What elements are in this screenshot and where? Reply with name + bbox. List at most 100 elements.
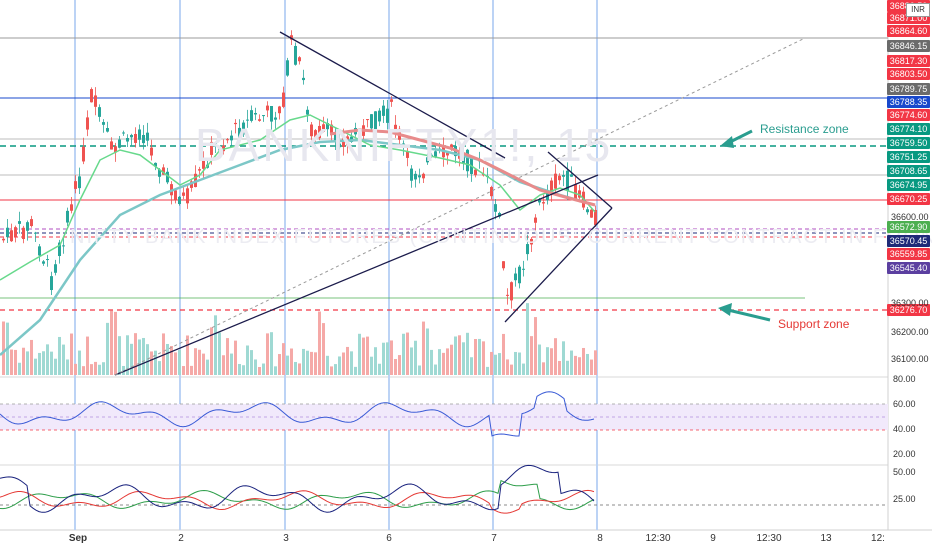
volume-bar [210, 327, 213, 375]
volume-bar [234, 340, 237, 375]
candle-body [370, 114, 373, 129]
price-tag: 36803.50 [887, 68, 930, 80]
candle-body [106, 128, 109, 132]
candle-body [50, 276, 53, 291]
candle-body [306, 109, 309, 115]
candle-body [594, 209, 597, 226]
candle-body [190, 181, 193, 188]
volume-bar [226, 338, 229, 375]
candle-body [34, 232, 37, 234]
candle-body [282, 92, 285, 107]
volume-bar [386, 342, 389, 375]
candle-body [390, 99, 393, 102]
volume-bar [18, 362, 21, 375]
volume-bar [230, 353, 233, 375]
volume-bar [290, 348, 293, 375]
price-tag: 36670.25 [887, 193, 930, 205]
rsi-line [0, 391, 595, 437]
symbol-watermark: BANKNIFTY1!, 15 [195, 119, 614, 171]
price-tag: 36864.60 [887, 25, 930, 37]
volume-bar [530, 336, 533, 375]
adx-axis-label: 25.00 [893, 494, 916, 504]
volume-bar [178, 350, 181, 375]
candle-body [38, 246, 41, 256]
volume-bar [110, 310, 113, 375]
candle-body [130, 134, 133, 138]
volume-bar [90, 364, 93, 375]
volume-bar [350, 351, 353, 375]
volume-bar [458, 335, 461, 375]
volume-bar [250, 350, 253, 375]
volume-bar [150, 351, 153, 375]
candle-body [526, 244, 529, 255]
volume-bar [42, 351, 45, 375]
candle-body [238, 127, 241, 139]
volume-bar [298, 363, 301, 375]
candle-body [258, 119, 261, 121]
volume-bar [522, 363, 525, 375]
price-tag: 36572.90 [887, 221, 930, 233]
candle-body [14, 227, 17, 237]
candle-body [74, 181, 77, 189]
candle-body [30, 219, 33, 227]
volume-bar [206, 359, 209, 375]
volume-bar [526, 303, 529, 375]
volume-bar [38, 352, 41, 375]
volume-bar [62, 344, 65, 375]
volume-bar [478, 338, 481, 375]
rsi-axis-label: 80.00 [893, 374, 916, 384]
volume-bar [10, 349, 13, 375]
candle-body [502, 261, 505, 269]
time-axis-label: Sep [68, 533, 88, 544]
candle-body [42, 261, 45, 264]
candle-body [266, 105, 269, 111]
volume-bar [414, 340, 417, 375]
volume-bar [506, 359, 509, 375]
volume-bar [310, 351, 313, 375]
price-tag: 36708.65 [887, 165, 930, 177]
volume-bar [398, 355, 401, 375]
time-axis-label: 6 [386, 533, 392, 544]
candle-body [62, 245, 65, 247]
time-axis-label: 13 [820, 533, 832, 544]
volume-bar [542, 362, 545, 375]
volume-bar [318, 311, 321, 375]
candle-body [426, 157, 429, 163]
volume-bar [302, 348, 305, 375]
time-axis-label: 3 [283, 533, 289, 544]
rsi-axis-label: 60.00 [893, 399, 916, 409]
rsi-axis-label: 20.00 [893, 449, 916, 459]
volume-bar [50, 351, 53, 375]
volume-bar [202, 353, 205, 375]
volume-bar [58, 336, 61, 375]
time-axis-label: 9 [710, 533, 716, 544]
volume-bar [586, 353, 589, 375]
volume-bar [94, 361, 97, 375]
volume-bar [446, 348, 449, 375]
candle-body [434, 151, 437, 157]
volume-bar [170, 346, 173, 375]
price-tag: 36759.50 [887, 137, 930, 149]
volume-bar [82, 366, 85, 375]
candle-body [126, 138, 129, 142]
volume-bar [98, 364, 101, 375]
volume-bar [518, 352, 521, 375]
candle-body [514, 273, 517, 281]
volume-bar [474, 339, 477, 375]
volume-bar [118, 336, 121, 375]
adx-axis-label: 50.00 [893, 467, 916, 477]
volume-bar [146, 344, 149, 375]
candle-body [490, 187, 493, 197]
volume-bar [314, 352, 317, 375]
volume-bar [242, 365, 245, 375]
dmi-minus-line [0, 489, 595, 514]
candle-body [182, 192, 185, 196]
candle-body [422, 173, 425, 179]
volume-bar [514, 351, 517, 375]
volume-bar [450, 344, 453, 375]
candle-body [414, 173, 417, 180]
volume-bar [342, 352, 345, 375]
currency-badge[interactable]: INR [906, 3, 930, 17]
candle-body [534, 217, 537, 223]
